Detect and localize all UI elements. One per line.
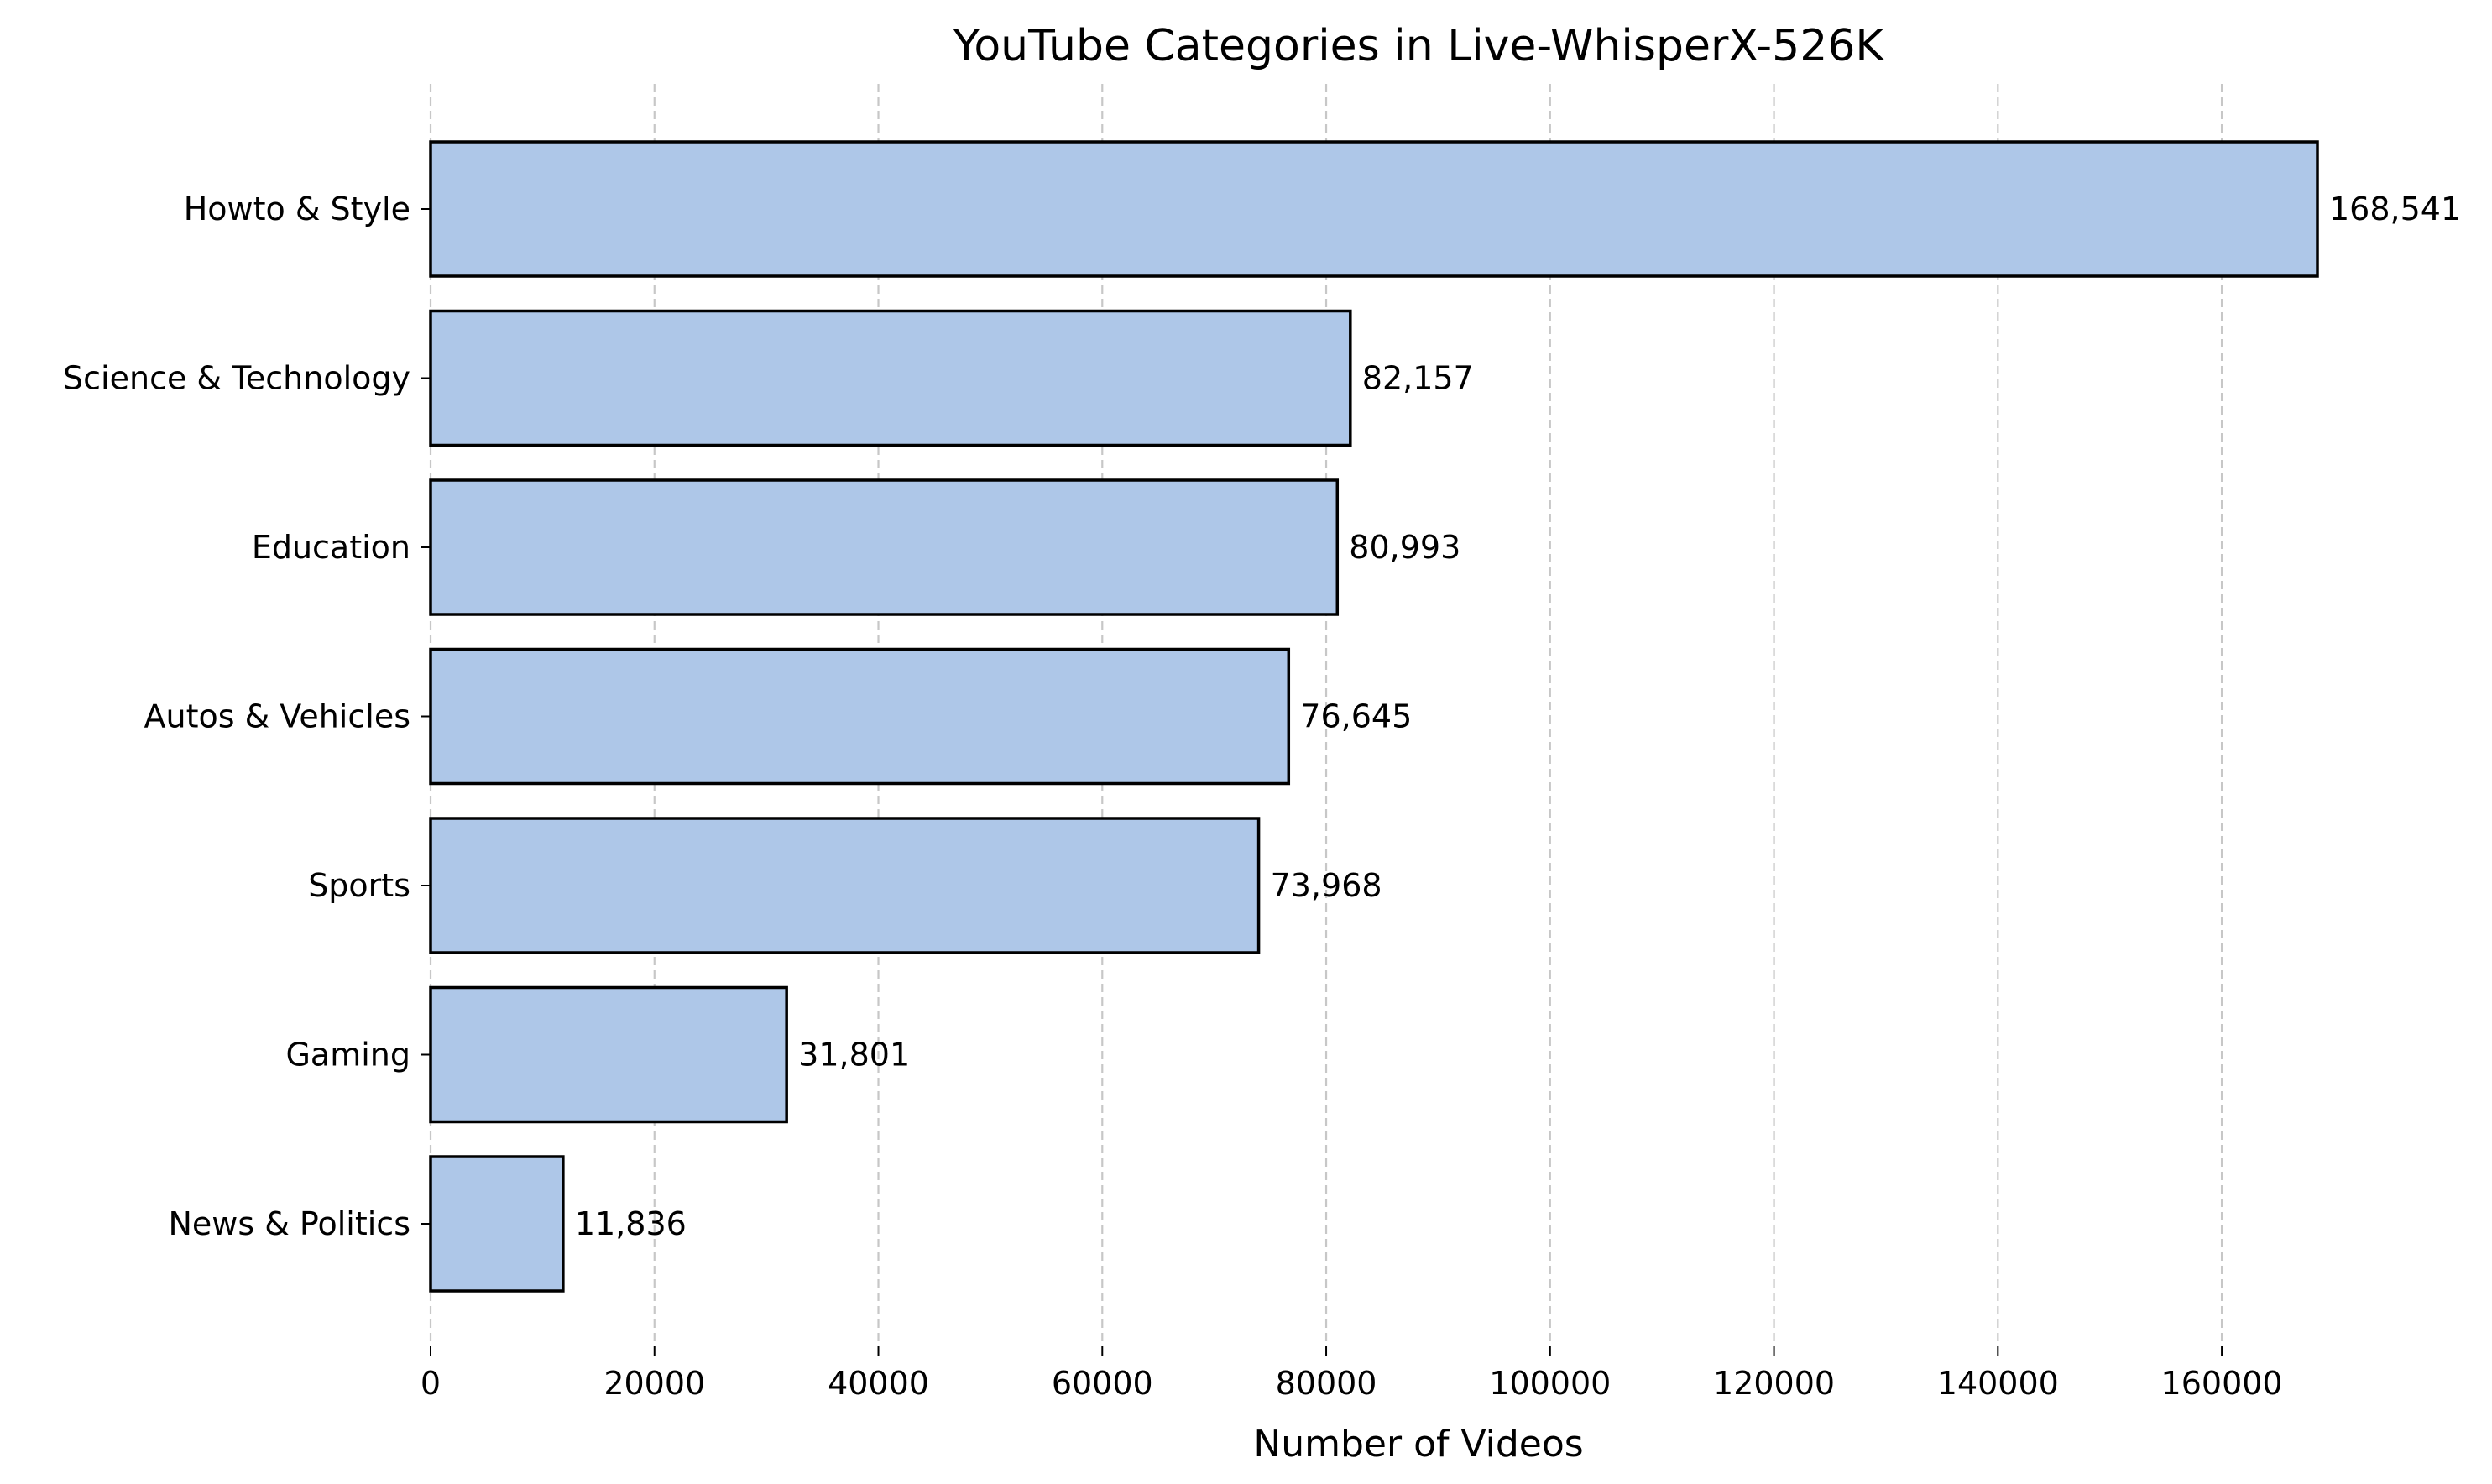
bar (429, 140, 2319, 278)
y-tick-label: Science & Technology (63, 360, 410, 397)
y-tick-label: Autos & Vehicles (144, 698, 410, 735)
data-label: 76,645 (1300, 698, 1412, 735)
x-tick-label: 60000 (1052, 1365, 1153, 1402)
x-tick-label: 100000 (1489, 1365, 1611, 1402)
x-axis-label: Number of Videos (1253, 1423, 1583, 1466)
x-tick-label: 20000 (603, 1365, 705, 1402)
data-label: 73,968 (1271, 867, 1382, 904)
bar (429, 817, 1261, 954)
data-label: 82,157 (1362, 360, 1474, 397)
y-tick-label: Howto & Style (184, 191, 410, 227)
x-tick-label: 0 (421, 1365, 441, 1402)
data-label: 168,541 (2329, 191, 2461, 227)
bar (429, 985, 788, 1124)
data-label: 11,836 (575, 1205, 687, 1242)
y-tick-label: Gaming (285, 1037, 410, 1074)
bar (429, 1155, 565, 1293)
value-labels: 168,541 82,157 80,993 76,645 73,968 31,801 11,… (575, 191, 2461, 1242)
data-label: 80,993 (1349, 529, 1460, 566)
x-tick-label: 40000 (828, 1365, 929, 1402)
y-axis: Howto & Style Science & Technology Educati… (63, 191, 431, 1242)
y-tick-label: Education (252, 529, 410, 566)
y-tick-label: Sports (308, 867, 410, 904)
y-tick-label: News & Politics (168, 1205, 410, 1242)
x-tick-label: 140000 (1937, 1365, 2059, 1402)
bar (429, 478, 1340, 616)
bars (429, 140, 2319, 1293)
x-tick-label: 160000 (2161, 1365, 2283, 1402)
bar (429, 309, 1352, 447)
x-axis: 0 20000 40000 60000 80000 100000 120000 140000 1… (421, 1346, 2283, 1402)
x-tick-label: 80000 (1276, 1365, 1377, 1402)
x-tick-label: 120000 (1713, 1365, 1835, 1402)
bar (429, 647, 1291, 786)
chart-title: YouTube Categories in Live-WhisperX-526K (952, 21, 1885, 71)
data-label: 31,801 (798, 1037, 910, 1074)
